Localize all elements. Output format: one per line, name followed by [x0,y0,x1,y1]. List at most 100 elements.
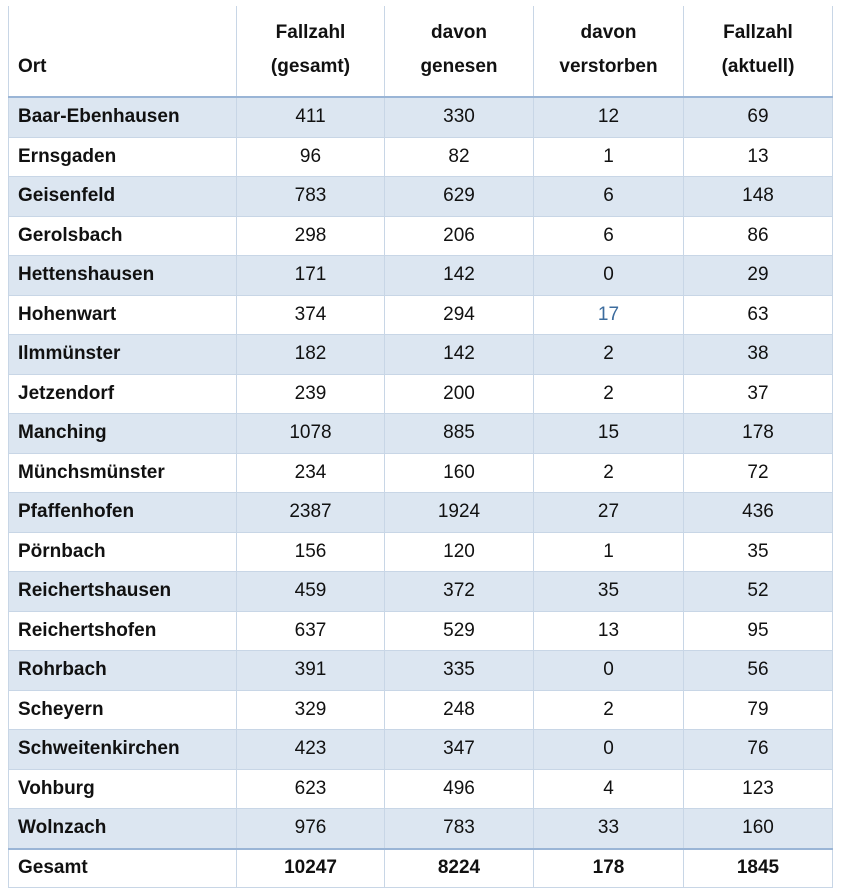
number-cell: 234 [236,452,385,493]
number-cell: 182 [236,334,385,375]
total-cell: 178 [533,847,684,888]
place-cell: Vohburg [8,768,237,809]
place-cell: Gerolsbach [8,215,237,256]
number-cell: 298 [236,215,385,256]
number-cell: 82 [384,136,534,177]
number-cell: 374 [236,294,385,335]
number-cell: 411 [236,96,385,138]
place-cell: Pfaffenhofen [8,492,237,533]
header-row: Ort Fallzahl (gesamt) davon genesen davon vers… [8,6,833,98]
table-row: Münchsmünster 234 160 2 72 [8,452,833,493]
number-cell: 35 [683,531,833,572]
table-row: Hohenwart 374 294 17 63 [8,294,833,335]
number-cell: 123 [683,768,833,809]
number-cell: 76 [683,729,833,770]
number-cell: 2 [533,452,684,493]
place-cell: Scheyern [8,689,237,730]
number-cell: 142 [384,255,534,296]
total-label: Gesamt [8,847,237,888]
number-cell: 38 [683,334,833,375]
header-text: (gesamt) [270,56,351,77]
header-text: (aktuell) [721,56,795,77]
number-cell: 1078 [236,413,385,454]
table-body: Baar-Ebenhausen 411 330 12 69 Ernsgaden 96 82 1 1… [8,96,833,849]
number-cell: 206 [384,215,534,256]
table-row: Gerolsbach 298 206 6 86 [8,215,833,256]
place-cell: Geisenfeld [8,176,237,217]
table-row: Scheyern 329 248 2 79 [8,689,833,730]
header-text: Ort [18,56,47,77]
header-text: davon [580,22,637,43]
table-row: Pörnbach 156 120 1 35 [8,531,833,572]
number-cell: 2387 [236,492,385,533]
table-row: Vohburg 623 496 4 123 [8,768,833,809]
table-row: Wolnzach 976 783 33 160 [8,808,833,849]
total-cell: 8224 [384,847,534,888]
number-cell: 156 [236,531,385,572]
number-cell: 29 [683,255,833,296]
header-text: verstorben [559,56,658,77]
number-cell: 885 [384,413,534,454]
number-cell: 436 [683,492,833,533]
number-cell: 12 [533,96,684,138]
number-cell: 329 [236,689,385,730]
number-cell: 294 [384,294,534,335]
total-row: Gesamt 10247 8224 178 1845 [8,847,833,888]
number-cell: 17 [533,294,684,335]
column-header: Ort [8,6,237,98]
number-cell: 148 [683,176,833,217]
table-row: Baar-Ebenhausen 411 330 12 69 [8,96,833,138]
place-cell: Ilmmünster [8,334,237,375]
number-cell: 629 [384,176,534,217]
column-header: davon verstorben [533,6,684,98]
place-cell: Rohrbach [8,650,237,691]
table-row: Schweitenkirchen 423 347 0 76 [8,729,833,770]
number-cell: 95 [683,610,833,651]
number-cell: 35 [533,571,684,612]
table-row: Hettenshausen 171 142 0 29 [8,255,833,296]
number-cell: 0 [533,650,684,691]
number-cell: 637 [236,610,385,651]
place-cell: Baar-Ebenhausen [8,96,237,138]
number-cell: 63 [683,294,833,335]
place-cell: Hettenshausen [8,255,237,296]
place-cell: Ernsgaden [8,136,237,177]
header-text: Fallzahl [723,22,793,43]
table-row: Geisenfeld 783 629 6 148 [8,176,833,217]
number-cell: 6 [533,176,684,217]
place-cell: Hohenwart [8,294,237,335]
number-cell: 783 [384,808,534,849]
number-cell: 72 [683,452,833,493]
number-cell: 120 [384,531,534,572]
place-cell: Manching [8,413,237,454]
table-footer: Gesamt 10247 8224 178 1845 [8,847,833,888]
number-cell: 79 [683,689,833,730]
number-cell: 4 [533,768,684,809]
number-cell: 783 [236,176,385,217]
place-cell: Pörnbach [8,531,237,572]
table-row: Reichertshofen 637 529 13 95 [8,610,833,651]
case-table: Ort Fallzahl (gesamt) davon genesen davon vers… [8,6,833,888]
number-cell: 391 [236,650,385,691]
table-row: Reichertshausen 459 372 35 52 [8,571,833,612]
number-cell: 52 [683,571,833,612]
table-row: Ernsgaden 96 82 1 13 [8,136,833,177]
number-cell: 69 [683,96,833,138]
number-cell: 623 [236,768,385,809]
place-cell: Reichertshofen [8,610,237,651]
number-cell: 496 [384,768,534,809]
number-cell: 372 [384,571,534,612]
place-cell: Münchsmünster [8,452,237,493]
number-cell: 160 [384,452,534,493]
number-cell: 27 [533,492,684,533]
number-cell: 13 [683,136,833,177]
number-cell: 171 [236,255,385,296]
number-cell: 1 [533,531,684,572]
total-cell: 1845 [683,847,833,888]
number-cell: 86 [683,215,833,256]
number-cell: 529 [384,610,534,651]
number-cell: 335 [384,650,534,691]
number-cell: 2 [533,334,684,375]
number-cell: 1 [533,136,684,177]
